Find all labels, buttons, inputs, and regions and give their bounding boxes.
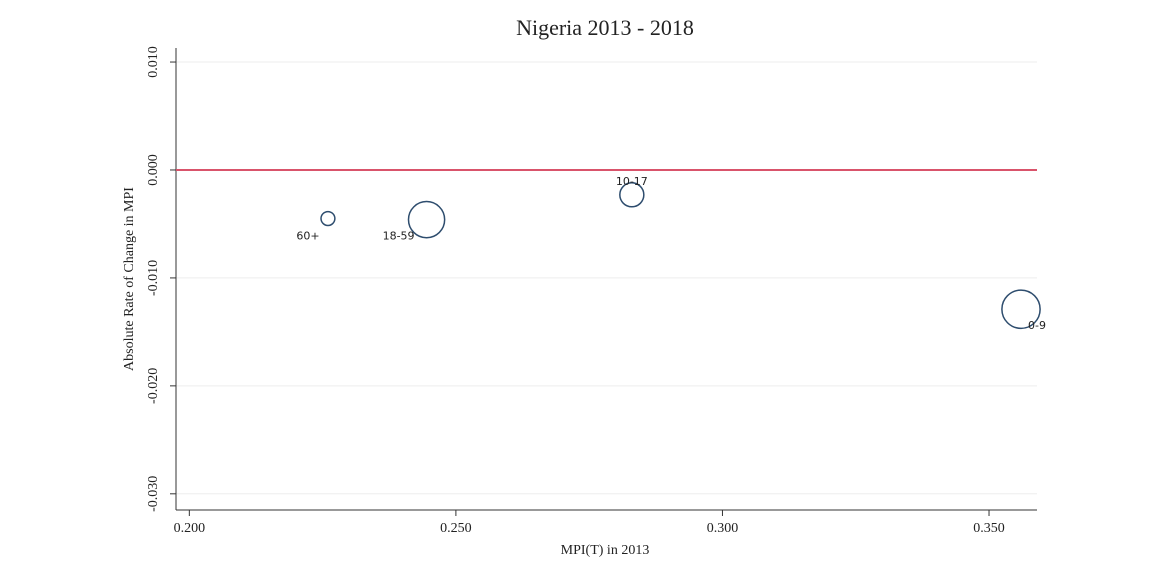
x-tick-label: 0.300 [707, 521, 739, 536]
bubble [1001, 289, 1041, 330]
bubble [619, 182, 645, 208]
chart-title: Nigeria 2013 - 2018 [516, 15, 694, 40]
y-tick-label: 0.010 [146, 46, 161, 78]
y-tick-label: -0.010 [146, 260, 161, 296]
y-tick-label: 0.000 [146, 154, 161, 186]
y-axis-title: Absolute Rate of Change in MPI [122, 187, 137, 371]
point-label: 0-9 [1028, 319, 1046, 332]
point-label: 10-17 [616, 175, 648, 188]
bubble [320, 210, 336, 227]
x-tick-label: 0.200 [174, 521, 206, 536]
x-tick-label: 0.250 [440, 521, 472, 536]
bubble [407, 200, 446, 239]
point-label: 18-59 [383, 230, 415, 243]
x-tick-label: 0.350 [973, 521, 1005, 536]
x-axis-title: MPI(T) in 2013 [561, 543, 650, 558]
y-tick-label: -0.030 [146, 476, 161, 512]
point-label: 60+ [296, 230, 319, 243]
y-tick-label: -0.020 [146, 368, 161, 404]
